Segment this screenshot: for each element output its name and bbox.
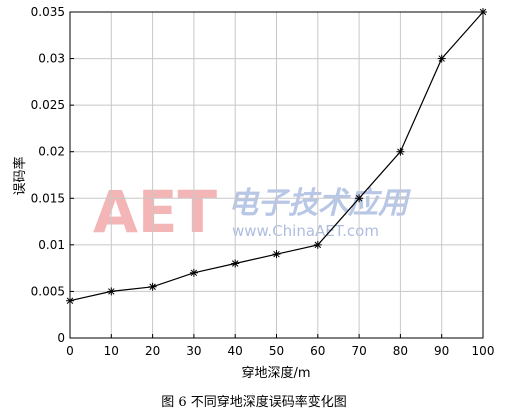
x-tick-label: 0 <box>66 344 74 358</box>
watermark: AET 电子技术应用 www.ChinaAET.com <box>93 178 412 246</box>
y-tick-label: 0.015 <box>31 191 65 205</box>
x-tick-label: 10 <box>104 344 119 358</box>
data-point-marker <box>66 296 74 305</box>
data-point-marker <box>148 282 157 291</box>
x-tick-label: 80 <box>393 344 408 358</box>
x-tick-label: 30 <box>186 344 201 358</box>
y-tick-labels: 0 0.005 0.01 0.015 0.02 0.025 0.03 0.035 <box>31 5 65 345</box>
y-tick-label: 0.01 <box>38 238 65 252</box>
y-tick-label: 0.005 <box>31 284 65 298</box>
watermark-url: www.ChinaAET.com <box>232 222 379 240</box>
y-tick-label: 0.02 <box>38 145 65 159</box>
x-tick-label: 60 <box>310 344 325 358</box>
y-tick-label: 0.03 <box>38 52 65 66</box>
x-tick-label: 90 <box>434 344 449 358</box>
data-point-marker <box>396 147 405 156</box>
y-axis-title: 误码率 <box>12 156 28 195</box>
x-tick-label: 50 <box>269 344 284 358</box>
plot-frame <box>69 11 484 339</box>
data-point-marker <box>355 194 364 203</box>
data-point-marker <box>189 268 198 277</box>
y-tick-label: 0.035 <box>31 5 65 19</box>
x-tick-labels: 0 10 20 30 40 50 60 70 80 90 100 <box>66 344 494 358</box>
data-point-marker <box>313 240 322 249</box>
data-point-marker <box>231 259 240 268</box>
data-point-marker <box>437 54 446 63</box>
series-line <box>66 8 487 305</box>
x-tick-label: 20 <box>145 344 160 358</box>
watermark-chinese: 电子技术应用 <box>228 186 412 221</box>
y-tick-label: 0 <box>57 331 65 345</box>
x-axis-title: 穿地深度/m <box>241 365 310 381</box>
figure-caption: 图 6 不同穿地深度误码率变化图 <box>161 394 347 410</box>
x-tick-label: 100 <box>472 344 495 358</box>
x-tick-label: 40 <box>228 344 243 358</box>
y-tick-label: 0.025 <box>31 98 65 112</box>
x-tick-label: 70 <box>351 344 366 358</box>
data-point-marker <box>479 8 487 16</box>
data-point-marker <box>272 250 281 259</box>
axes <box>69 11 484 339</box>
watermark-logo: AET <box>93 178 218 246</box>
data-point-marker <box>107 287 116 296</box>
